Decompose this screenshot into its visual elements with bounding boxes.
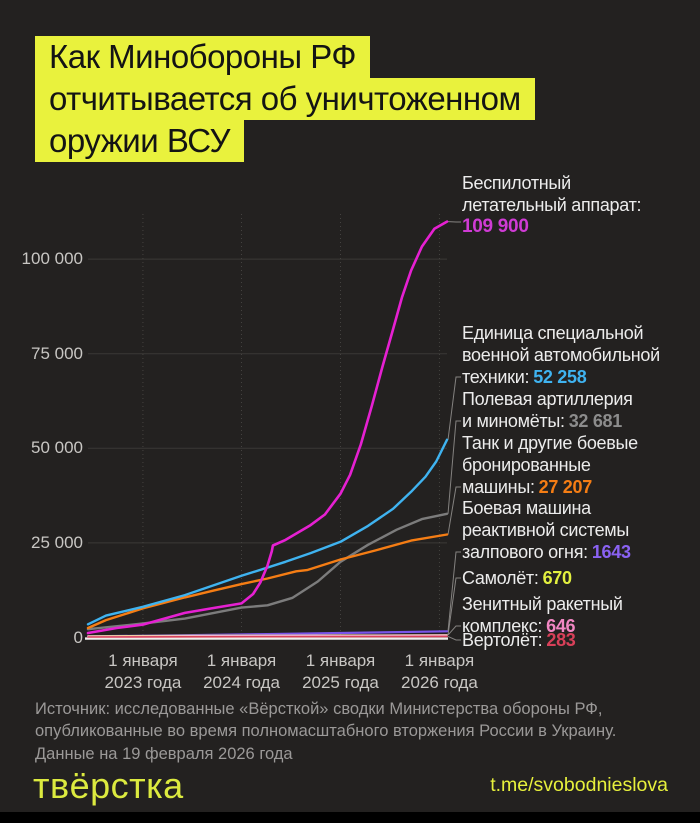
- legend-item-vehicles: Единица специальной военной автомобильно…: [462, 322, 700, 388]
- legend-label-mlrs: Боевая машина реактивной системы залпово…: [462, 498, 629, 562]
- y-tick-75000: 75 000: [31, 343, 83, 363]
- legend-item-sam: Зенитный ракетный комплекс: 646: [462, 593, 700, 637]
- y-tick-50000: 50 000: [31, 438, 83, 458]
- legend-item-mlrs: Боевая машина реактивной системы залпово…: [462, 497, 700, 563]
- legend-value-aircraft: 670: [542, 568, 572, 588]
- legend-item-helicopter: Вертолёт: 283: [462, 629, 700, 651]
- bottom-strip: [0, 812, 700, 823]
- legend-item-aircraft: Самолёт: 670: [462, 567, 700, 589]
- legend-item-artillery: Полевая артиллерия и миномёты: 32 681: [462, 388, 700, 432]
- legend-value-mlrs: 1643: [591, 542, 631, 562]
- y-tick-25000: 25 000: [31, 532, 83, 552]
- x-tick-2026: 1 января 2026 года: [401, 651, 478, 692]
- legend-label-vehicles: Единица специальной военной автомобильно…: [462, 323, 660, 387]
- x-tick-2025: 1 января 2025 года: [302, 651, 379, 692]
- y-tick-100000: 100 000: [21, 249, 83, 269]
- legend-value-artillery: 32 681: [568, 411, 623, 431]
- telegram-link[interactable]: t.me/svobodnieslova: [490, 774, 668, 796]
- x-tick-2024: 1 января 2024 года: [203, 651, 280, 692]
- legend-item-uav: Беспилотный летательный аппарат: 109 900: [462, 172, 700, 238]
- title-line-2: отчитывается об уничтоженном: [35, 78, 535, 120]
- legend-label-artillery: Полевая артиллерия и миномёты:: [462, 389, 633, 431]
- legend-label-aircraft: Самолёт:: [462, 568, 539, 588]
- legend-label-tanks: Танк и другие боевые бронированные машин…: [462, 433, 638, 497]
- title-line-3: оружии ВСУ: [35, 120, 244, 162]
- legend-label-sam: Зенитный ракетный комплекс:: [462, 594, 623, 636]
- legend-value-vehicles: 52 258: [533, 367, 587, 387]
- legend-value-sam: 646: [546, 616, 576, 636]
- y-tick-0: 0: [73, 627, 83, 647]
- legend-value-tanks: 27 207: [538, 477, 593, 497]
- legend-value-helicopter: 283: [546, 630, 576, 650]
- x-tick-2023: 1 января 2023 года: [104, 651, 182, 692]
- verstka-logo: твёрстка: [33, 765, 184, 806]
- legend-label-uav: Беспилотный летательный аппарат:: [462, 173, 642, 215]
- legend-label-helicopter: Вертолёт:: [462, 630, 543, 650]
- legend-value-uav: 109 900: [462, 216, 529, 237]
- legend-item-tanks: Танк и другие боевые бронированные машин…: [462, 432, 700, 498]
- title-line-1: Как Минобороны РФ: [35, 36, 370, 78]
- source-note: Источник: исследованные «Вёрсткой» сводк…: [35, 700, 617, 763]
- page-title: Как Минобороны РФ отчитывается об уничто…: [35, 36, 535, 162]
